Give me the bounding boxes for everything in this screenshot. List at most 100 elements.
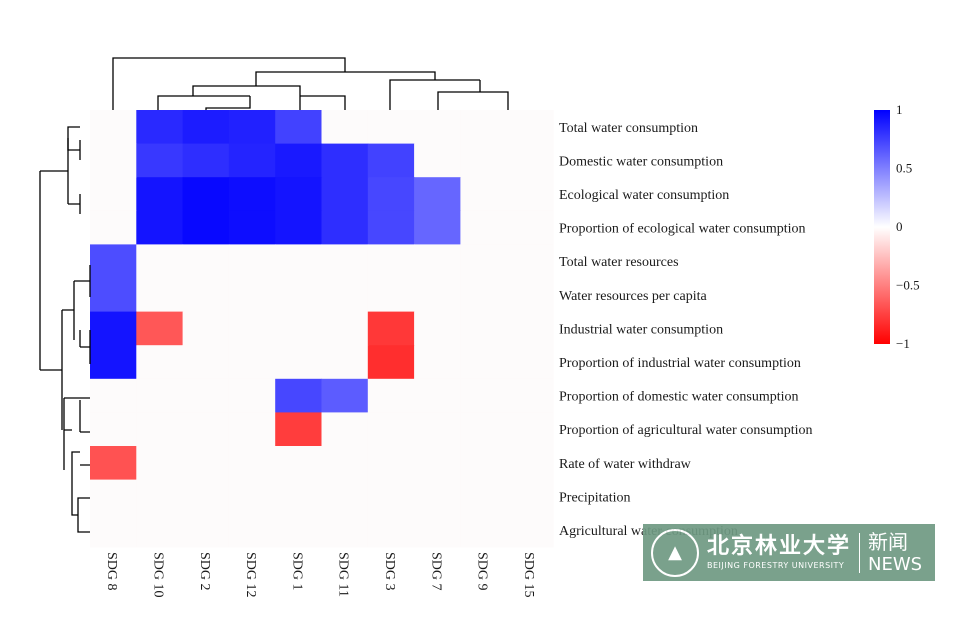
heatmap-cell xyxy=(367,210,415,245)
heatmap-cell xyxy=(275,244,323,279)
heatmap-cell xyxy=(136,278,184,313)
watermark-text: 北京林业大学 BEIJING FORESTRY UNIVERSITY xyxy=(707,534,851,572)
heatmap-cell xyxy=(90,244,137,279)
heatmap-cell xyxy=(136,446,184,481)
heatmap-cell xyxy=(228,311,276,346)
row-label: Total water resources xyxy=(559,255,679,270)
heatmap-cell xyxy=(460,311,508,346)
heatmap-cell xyxy=(228,513,276,548)
heatmap-cell xyxy=(321,244,369,279)
heatmap-cell xyxy=(136,244,184,279)
heatmap-cell xyxy=(182,446,230,481)
heatmap-cell xyxy=(182,110,230,145)
heatmap-cell xyxy=(506,345,554,380)
heatmap-cell xyxy=(182,244,230,279)
heatmap-cell xyxy=(414,210,461,245)
heatmap-cell xyxy=(228,177,276,212)
row-label: Domestic water consumption xyxy=(559,154,723,169)
heatmap-cell xyxy=(275,345,323,380)
heatmap-cell xyxy=(506,446,554,481)
heatmap-cell xyxy=(182,177,230,212)
heatmap-cell xyxy=(136,378,184,413)
heatmap-cell xyxy=(228,446,276,481)
heatmap-cell xyxy=(414,177,461,212)
heatmap-cell xyxy=(182,311,230,346)
heatmap-cell xyxy=(321,412,369,447)
row-label: Total water consumption xyxy=(559,121,698,136)
heatmap-cell xyxy=(136,177,184,212)
heatmap-cell xyxy=(182,143,230,178)
column-label: SDG 8 xyxy=(104,552,119,591)
watermark-section-label: 新闻 xyxy=(868,529,909,554)
heatmap-cell xyxy=(90,311,137,346)
colorbar-tick-label: 0 xyxy=(896,219,903,234)
heatmap-cell xyxy=(90,177,137,212)
heatmap-cell xyxy=(367,345,415,380)
heatmap-cell xyxy=(275,479,323,514)
heatmap-cell xyxy=(506,110,554,145)
heatmap-cell xyxy=(90,143,137,178)
heatmap-cell xyxy=(460,446,508,481)
watermark-logo: ▲ 北京林业大学 BEIJING FORESTRY UNIVERSITY 新闻 … xyxy=(643,524,935,581)
column-label: SDG 11 xyxy=(336,552,351,597)
column-label: SDG 9 xyxy=(475,552,490,591)
heatmap-cell xyxy=(90,412,137,447)
watermark-chinese-name: 北京林业大学 xyxy=(707,533,852,559)
heatmap-cell xyxy=(460,177,508,212)
heatmap-cell xyxy=(506,378,554,413)
heatmap-cell xyxy=(367,378,415,413)
row-label: Precipitation xyxy=(559,490,631,505)
heatmap-cell xyxy=(90,446,137,481)
row-label: Water resources per capita xyxy=(559,289,708,304)
heatmap-cell xyxy=(460,412,508,447)
heatmap-cell xyxy=(367,278,415,313)
heatmap-cell xyxy=(367,513,415,548)
heatmap-cell xyxy=(275,513,323,548)
heatmap-cell xyxy=(228,412,276,447)
heatmap-cell xyxy=(228,244,276,279)
heatmap-cell xyxy=(506,311,554,346)
heatmap-cell xyxy=(367,143,415,178)
colorbar-ticks: 1 0.5 0 −0.5 −1 xyxy=(896,102,920,351)
watermark-section: 新闻 NEWS xyxy=(868,530,922,576)
heatmap-cell xyxy=(228,479,276,514)
heatmap-cell xyxy=(136,513,184,548)
heatmap-cell xyxy=(275,210,323,245)
heatmap-cell xyxy=(506,278,554,313)
heatmap-cell xyxy=(182,345,230,380)
row-dendrogram xyxy=(39,126,91,533)
heatmap-cell xyxy=(321,143,369,178)
column-label: SDG 2 xyxy=(197,552,212,591)
colorbar-tick-label: −0.5 xyxy=(896,278,920,293)
heatmap-cell xyxy=(136,311,184,346)
row-label: Ecological water consumption xyxy=(559,188,729,203)
heatmap-cell xyxy=(460,513,508,548)
heatmap-cell xyxy=(414,479,461,514)
heatmap-cell xyxy=(321,210,369,245)
heatmap-cell xyxy=(275,311,323,346)
heatmap-cell xyxy=(367,311,415,346)
row-label: Proportion of domestic water consumption xyxy=(559,390,799,405)
heatmap-cell xyxy=(228,143,276,178)
heatmap-cell xyxy=(414,311,461,346)
heatmap-cells xyxy=(90,110,554,548)
heatmap-cell xyxy=(321,177,369,212)
column-label: SDG 3 xyxy=(382,552,397,591)
heatmap-cell xyxy=(228,110,276,145)
row-labels: Total water consumption Domestic water co… xyxy=(559,121,813,539)
colorbar-tick-label: −1 xyxy=(896,336,910,351)
heatmap-cell xyxy=(321,446,369,481)
heatmap-cell xyxy=(136,210,184,245)
heatmap-cell xyxy=(367,412,415,447)
row-label: Proportion of agricultural water consump… xyxy=(559,423,813,438)
heatmap-cell xyxy=(321,110,369,145)
heatmap-cell xyxy=(275,278,323,313)
heatmap-cell xyxy=(182,278,230,313)
heatmap-cell xyxy=(414,244,461,279)
watermark-english-name: BEIJING FORESTRY UNIVERSITY xyxy=(707,560,845,570)
heatmap-cell xyxy=(275,378,323,413)
row-label: Rate of water withdraw xyxy=(559,457,692,472)
heatmap-cell xyxy=(414,412,461,447)
heatmap-cell xyxy=(321,278,369,313)
